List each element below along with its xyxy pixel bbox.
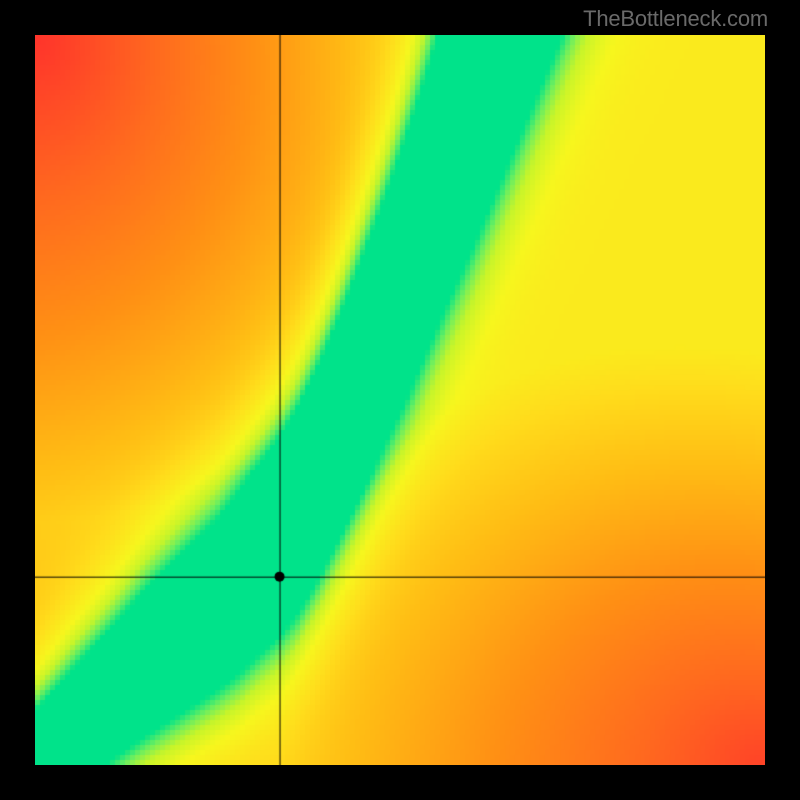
- heatmap-canvas: [35, 35, 765, 765]
- watermark-text: TheBottleneck.com: [583, 6, 768, 32]
- heatmap-plot: [35, 35, 765, 765]
